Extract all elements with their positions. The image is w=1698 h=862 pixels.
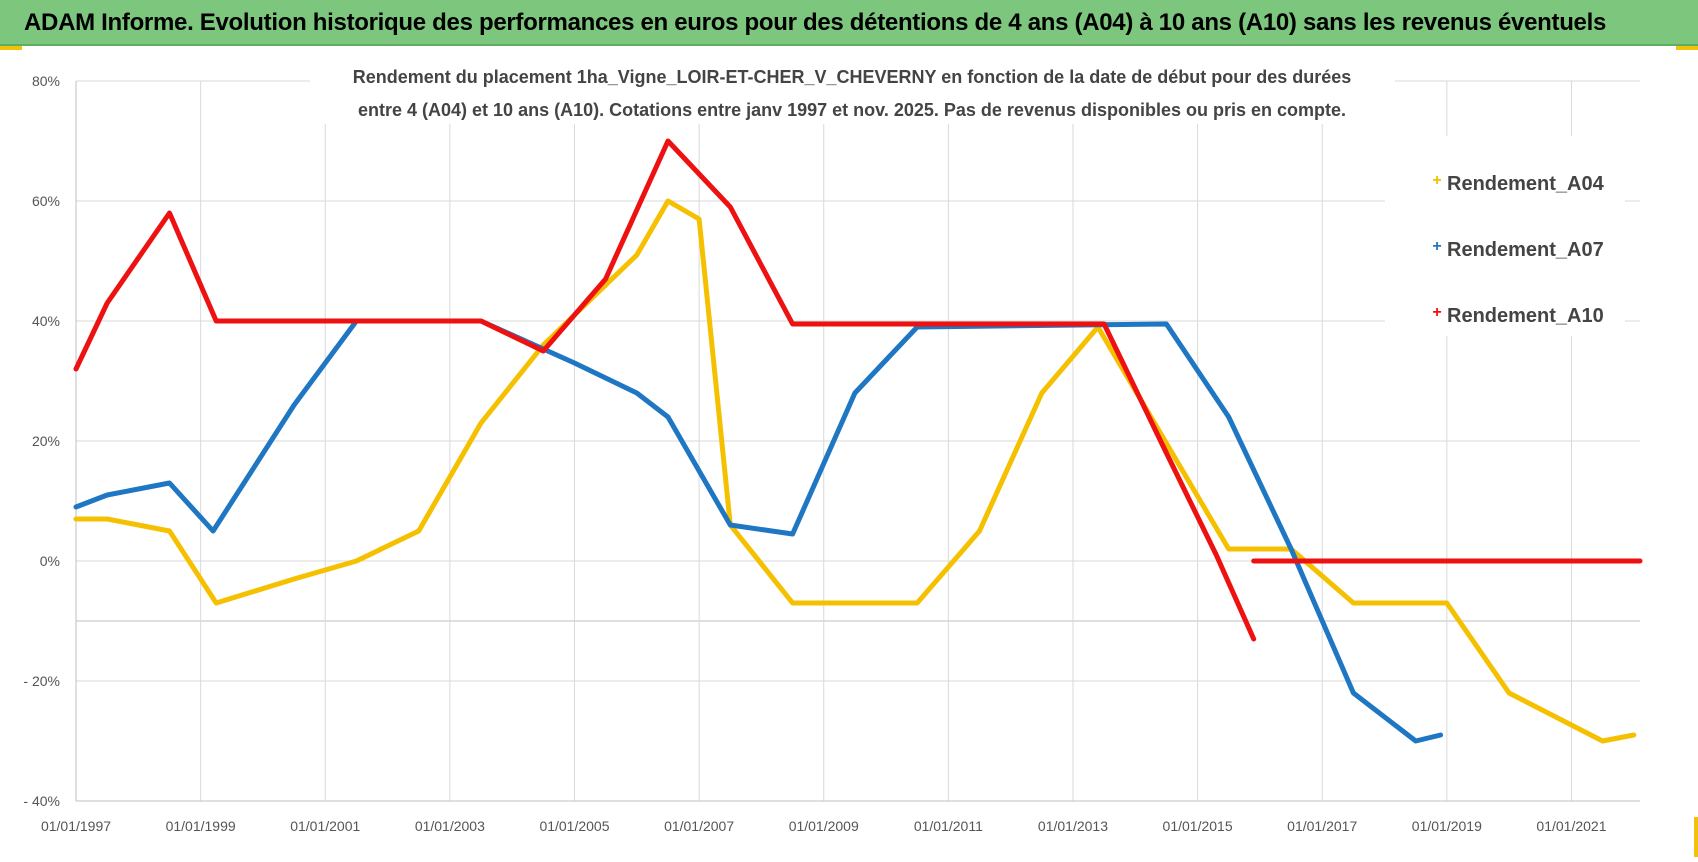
x-tick-label: 01/01/2013	[1038, 818, 1108, 834]
data-series	[73, 138, 1643, 744]
chart-legend: + Rendement_A04 + Rendement_A07 + Rendement_A…	[1385, 136, 1625, 336]
banner-title: ADAM Informe. Evolution historique des p…	[24, 9, 1607, 36]
report-banner: ADAM Informe. Evolution historique des p…	[0, 0, 1698, 46]
x-tick-label: 01/01/2021	[1536, 818, 1606, 834]
legend-background	[1385, 136, 1625, 336]
chart-panel: 80% 60% 40% 20% 0% - 20% - 40% 01/01/1997 01/01…	[0, 46, 1698, 857]
series-line	[73, 138, 1257, 642]
y-tick-label: 0%	[40, 553, 60, 569]
legend-label: Rendement_A04	[1447, 173, 1605, 195]
x-tick-label: 01/01/2009	[789, 818, 859, 834]
series-line	[73, 318, 1444, 744]
x-tick-label: 01/01/2019	[1412, 818, 1482, 834]
chart-title-line-1: Rendement du placement 1ha_Vigne_LOIR-ET…	[353, 67, 1352, 87]
y-tick-label: - 40%	[23, 793, 60, 809]
legend-label: Rendement_A07	[1447, 239, 1604, 261]
x-axis-tick-labels: 01/01/1997 01/01/1999 01/01/2001 01/01/2003…	[41, 818, 1607, 834]
grid-lines	[75, 80, 1640, 802]
corner-marker-br	[1694, 817, 1698, 857]
x-tick-label: 01/01/2007	[664, 818, 734, 834]
x-tick-label: 01/01/2005	[539, 818, 609, 834]
legend-marker: +	[1432, 238, 1441, 255]
y-tick-label: 20%	[32, 433, 60, 449]
x-tick-label: 01/01/2011	[914, 818, 983, 834]
x-tick-label: 01/01/2001	[290, 818, 360, 834]
chart-title-line-2: entre 4 (A04) et 10 ans (A10). Cotations…	[358, 100, 1346, 120]
x-tick-label: 01/01/2003	[415, 818, 485, 834]
x-tick-label: 01/01/1997	[41, 818, 111, 834]
y-axis-tick-labels: 80% 60% 40% 20% 0% - 20% - 40%	[23, 73, 60, 809]
corner-marker-tr	[1676, 46, 1698, 50]
series-rendement-a10	[73, 138, 1643, 642]
x-tick-label: 01/01/1999	[166, 818, 236, 834]
line-chart: 80%60%40%20%0%- 20%- 40% 01/01/1997 01/01…	[23, 58, 1643, 834]
legend-label: Rendement_A10	[1447, 305, 1604, 327]
legend-marker: +	[1432, 172, 1441, 189]
y-tick-label: 80%	[32, 73, 60, 89]
y-tick-label: 60%	[32, 193, 60, 209]
chart-title-background	[310, 58, 1395, 124]
y-tick-label: - 20%	[23, 673, 60, 689]
corner-marker-tl	[0, 46, 22, 50]
x-tick-label: 01/01/2015	[1163, 818, 1233, 834]
y-tick-label: 40%	[32, 313, 60, 329]
x-tick-label: 01/01/2017	[1287, 818, 1357, 834]
legend-marker: +	[1432, 304, 1441, 321]
series-rendement-a07	[73, 318, 1444, 744]
